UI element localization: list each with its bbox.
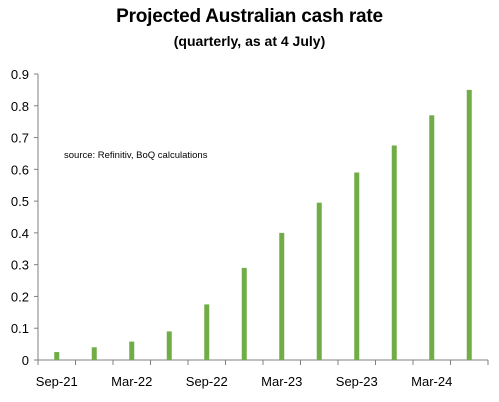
source-annotation: source: Refinitiv, BoQ calculations	[64, 150, 208, 161]
bar-mar-24	[429, 115, 435, 360]
bar-jun-24	[466, 89, 472, 360]
y-tick-label: 0.3	[11, 258, 29, 273]
x-tick-label: Mar-23	[261, 374, 302, 389]
y-tick-label: 0.7	[11, 131, 29, 146]
bar-jun-22	[166, 331, 172, 360]
bar-jun-23	[316, 202, 322, 360]
bar-sep-23	[354, 172, 360, 360]
bar-mar-23	[279, 232, 285, 360]
y-tick-label: 0.9	[11, 67, 29, 82]
x-axis: Sep-21 Mar-22 Sep-22 Mar-23 Sep-23 Mar-24	[36, 359, 489, 389]
bar-dec-23	[391, 145, 397, 360]
y-tick-label: 0.5	[11, 194, 29, 209]
x-tick-label: Mar-24	[411, 374, 452, 389]
y-tick-label: 0.6	[11, 162, 29, 177]
bar-sep-22	[204, 304, 210, 360]
y-axis: 0 0.1 0.2 0.3 0.4 0.5 0.6 0.7 0.8 0.9	[11, 67, 39, 368]
bar-dec-21	[91, 347, 97, 360]
chart-title: Projected Australian cash rate	[116, 6, 383, 27]
y-tick-label: 0	[22, 353, 29, 368]
y-tick-label: 0.4	[11, 226, 29, 241]
chart-subtitle: (quarterly, as at 4 July)	[173, 33, 326, 49]
bar-dec-22	[241, 267, 247, 360]
x-tick-label: Sep-23	[336, 374, 378, 389]
y-tick-label: 0.2	[11, 289, 29, 304]
bar-sep-21	[54, 352, 60, 360]
x-tick-label: Mar-22	[111, 374, 152, 389]
x-tick-label: Sep-22	[186, 374, 228, 389]
y-tick-label: 0.1	[11, 321, 29, 336]
bar-mar-22	[129, 341, 135, 360]
y-tick-label: 0.8	[11, 99, 29, 114]
bars	[54, 89, 472, 360]
x-tick-label: Sep-21	[36, 374, 78, 389]
